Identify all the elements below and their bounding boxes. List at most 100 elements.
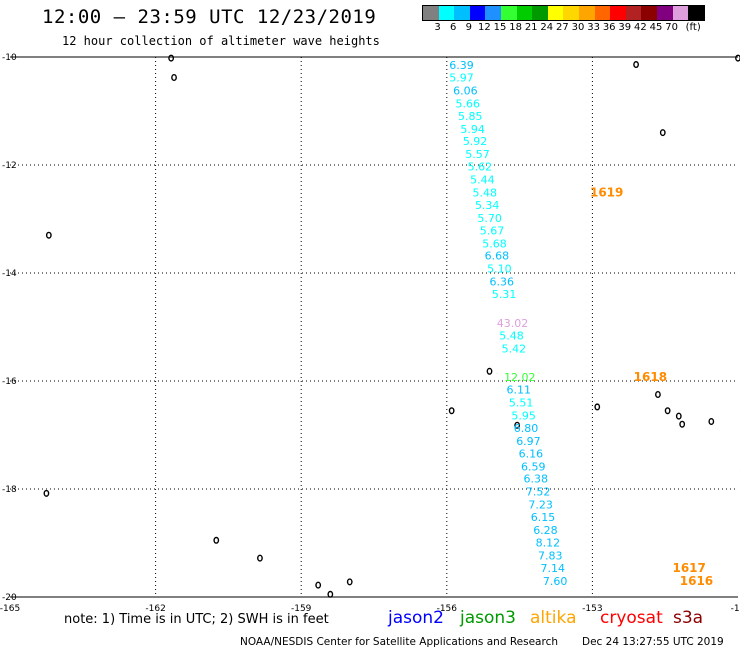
- wave-height-reading: 5.95: [511, 410, 536, 423]
- lon-tick-label: -15: [731, 604, 740, 614]
- island-outline: [315, 581, 322, 589]
- wave-height-reading: 5.31: [492, 288, 517, 301]
- lon-tick-label: -159: [291, 604, 312, 614]
- color-scale-swatch: [469, 6, 486, 20]
- lat-tick-label: -18: [2, 485, 17, 495]
- color-scale-swatch: [672, 6, 689, 20]
- wave-height-reading: 5.92: [463, 135, 488, 148]
- color-scale-label: 12: [478, 22, 491, 33]
- island-outline: [486, 367, 493, 375]
- wave-height-reading: 7.23: [528, 499, 553, 512]
- color-scale-label: 9: [465, 22, 472, 33]
- color-scale-swatch: [641, 6, 657, 20]
- credit-line: NOAA/NESDIS Center for Satellite Applica…: [240, 636, 558, 648]
- page-title: 12:00 — 23:59 UTC 12/23/2019: [42, 6, 377, 28]
- wave-height-reading: 6.15: [531, 511, 556, 524]
- color-scale-swatch: [594, 6, 611, 20]
- wave-height-reading: 6.59: [521, 460, 546, 473]
- color-scale-swatch: [688, 6, 704, 20]
- satellite-legend-s3a: s3a: [673, 608, 704, 628]
- wave-height-reading: 5.57: [465, 148, 490, 161]
- color-scale-swatch: [563, 6, 579, 20]
- color-scale-label: 18: [509, 22, 522, 33]
- wave-height-reading: 6.28: [533, 524, 558, 537]
- color-scale-label: 3: [434, 22, 441, 33]
- wave-height-reading: 7.52: [526, 486, 551, 499]
- wave-height-reading: 6.68: [485, 250, 510, 263]
- lon-tick-label: -162: [145, 604, 165, 614]
- color-scale-label: (ft): [685, 22, 701, 33]
- color-scale-label: 36: [602, 22, 616, 33]
- island-outline: [171, 74, 177, 82]
- color-scale-swatch: [625, 6, 642, 20]
- wave-height-reading: 7.60: [543, 575, 568, 588]
- wave-height-reading: 5.85: [458, 110, 483, 123]
- color-scale-swatch: [532, 6, 548, 20]
- wave-height-reading: 6.80: [514, 422, 539, 435]
- island-outline: [213, 536, 220, 544]
- wave-height-reading: 5.48: [473, 187, 498, 200]
- island-outline: [168, 54, 175, 62]
- color-scale-label: 39: [618, 22, 632, 33]
- wave-height-reading: 5.34: [475, 199, 500, 212]
- wave-height-reading: 5.97: [449, 72, 474, 85]
- color-scale-swatch: [516, 6, 533, 20]
- island-outline: [659, 129, 666, 137]
- wave-height-reading: 6.38: [523, 473, 548, 486]
- color-scale-bar: [422, 5, 705, 21]
- wave-height-reading: 5.44: [470, 174, 495, 187]
- wave-height-reading: 5.51: [509, 397, 534, 410]
- color-scale-swatch: [500, 6, 517, 20]
- island-outline: [514, 421, 521, 429]
- page-subtitle: 12 hour collection of altimeter wave hei…: [62, 34, 380, 48]
- satellite-legend-jason3: jason3: [460, 608, 516, 628]
- color-scale-label: 24: [540, 22, 554, 33]
- color-scale-labels: 3 6 9 12 15 18 21 24 27 30 33 36 39 42 45 70 (ft): [422, 22, 740, 36]
- wave-height-reading: 6.39: [449, 59, 474, 72]
- wave-height-reading: 8.12: [536, 536, 561, 549]
- color-scale-label: 33: [587, 22, 600, 33]
- footer-note: note: 1) Time is in UTC; 2) SWH is in fe…: [64, 612, 329, 627]
- color-scale-swatch: [438, 6, 455, 20]
- island-outline: [45, 231, 52, 239]
- pass-time-label: 1617: [672, 561, 705, 575]
- satellite-legend-cryosat: cryosat: [600, 608, 663, 628]
- color-scale-label: 42: [634, 22, 647, 33]
- lat-tick-label: -12: [2, 161, 17, 171]
- color-scale-label: 30: [571, 22, 585, 33]
- lat-tick-label: -10: [2, 53, 17, 63]
- lat-tick-label: -16: [2, 377, 17, 387]
- wave-height-reading: 5.62: [468, 161, 493, 174]
- wave-height-reading: 5.67: [480, 224, 505, 237]
- island-outline: [664, 407, 671, 415]
- pass-time-label: 1616: [680, 574, 713, 588]
- island-outline: [633, 61, 639, 69]
- wave-height-reading: 5.10: [487, 263, 512, 276]
- wave-height-reading: 12.02: [504, 371, 536, 384]
- wave-height-reading: 5.48: [499, 330, 524, 343]
- lon-tick-label: -165: [0, 604, 20, 614]
- color-scale-swatch: [547, 6, 564, 20]
- lat-tick-label: -14: [2, 269, 17, 279]
- wave-height-reading: 5.68: [482, 237, 507, 250]
- wave-height-reading: 6.11: [506, 384, 530, 397]
- wave-height-reading: 5.70: [477, 212, 502, 225]
- island-outline: [448, 407, 455, 415]
- color-scale-swatch: [578, 6, 595, 20]
- color-scale-label: 15: [493, 22, 507, 33]
- wave-height-reading: 6.97: [516, 435, 541, 448]
- wave-height-reading: 6.36: [490, 276, 515, 289]
- lon-tick-label: -153: [582, 604, 602, 614]
- island-outline: [679, 420, 686, 428]
- wave-height-reading: 6.16: [519, 447, 544, 460]
- pass-time-label: 1618: [634, 370, 667, 384]
- pass-time-label: 1619: [590, 186, 623, 200]
- island-outline: [257, 554, 263, 562]
- color-scale-swatch: [423, 6, 439, 20]
- color-scale-label: 27: [556, 22, 569, 33]
- color-scale-label: 21: [524, 22, 538, 33]
- island-outline: [346, 578, 353, 586]
- color-scale-label: 45: [649, 22, 663, 33]
- wave-height-reading: 6.06: [453, 84, 478, 97]
